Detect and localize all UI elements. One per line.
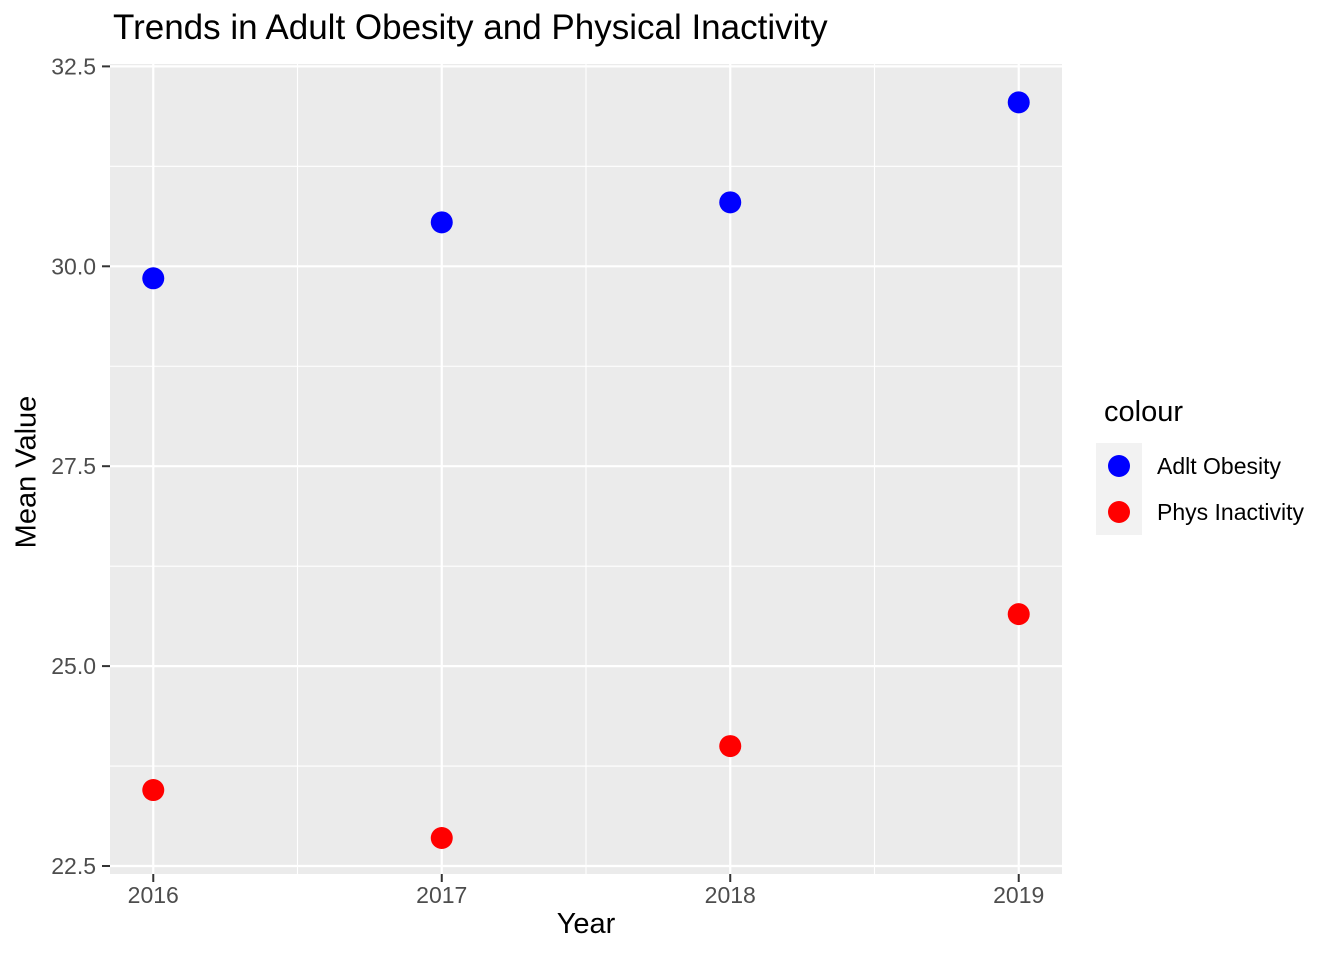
x-tick-label: 2016 bbox=[128, 882, 179, 908]
y-tick-label: 25.0 bbox=[51, 653, 96, 679]
data-point bbox=[719, 735, 742, 758]
data-point bbox=[719, 191, 742, 214]
x-axis-title: Year bbox=[556, 908, 616, 940]
y-axis-title: Mean Value bbox=[10, 395, 43, 549]
x-tick-label: 2018 bbox=[705, 882, 756, 908]
data-point bbox=[1007, 91, 1030, 114]
legend-key bbox=[1096, 489, 1142, 535]
legend-point-icon bbox=[1108, 501, 1130, 523]
y-tick-label: 32.5 bbox=[51, 53, 96, 79]
data-point bbox=[430, 827, 453, 850]
data-point bbox=[142, 267, 165, 290]
y-tick-label: 27.5 bbox=[51, 453, 96, 479]
chart-title: Trends in Adult Obesity and Physical Ina… bbox=[113, 8, 828, 47]
legend-items: Adlt Obesity Phys Inactivity bbox=[1096, 443, 1304, 535]
data-point bbox=[142, 779, 165, 802]
legend-title: colour bbox=[1104, 396, 1183, 428]
legend-point-icon bbox=[1108, 455, 1130, 477]
y-tick-label: 30.0 bbox=[51, 253, 96, 279]
legend-item: Phys Inactivity bbox=[1096, 489, 1304, 535]
legend-item: Adlt Obesity bbox=[1096, 443, 1304, 489]
legend-item-label: Adlt Obesity bbox=[1157, 452, 1281, 479]
x-tick-label: 2017 bbox=[416, 882, 467, 908]
legend: colour Adlt Obesity Phys Inactivity bbox=[1096, 396, 1304, 535]
legend-key bbox=[1096, 443, 1142, 489]
legend-item-label: Phys Inactivity bbox=[1157, 498, 1304, 525]
data-point bbox=[430, 211, 453, 234]
x-tick-label: 2019 bbox=[993, 882, 1044, 908]
y-tick-label: 22.5 bbox=[51, 853, 96, 879]
data-point bbox=[1007, 603, 1030, 626]
